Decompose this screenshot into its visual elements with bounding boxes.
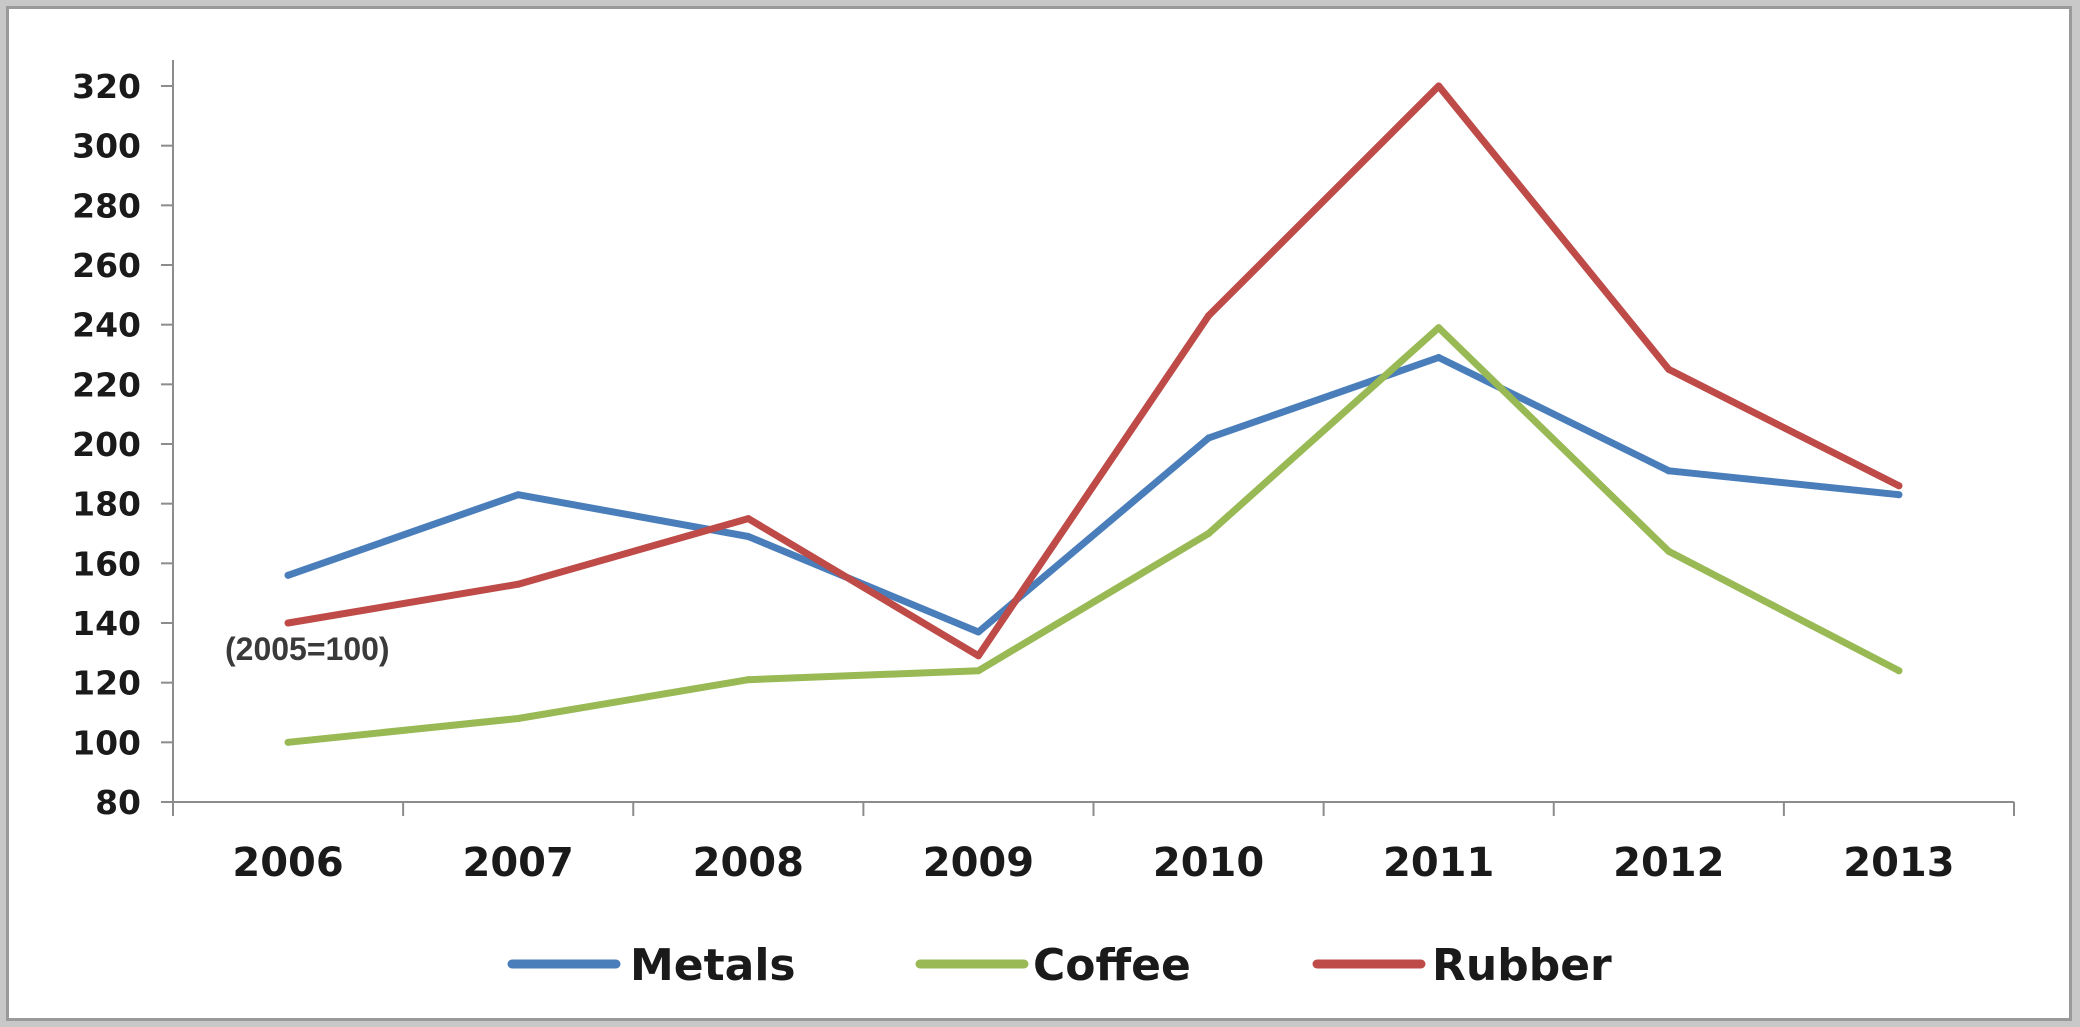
data-point-coffee [1665,547,1673,555]
y-tick-label: 160 [72,544,141,583]
x-tick-label: 2012 [1613,840,1724,886]
base-year-annotation: (2005=100) [225,631,390,667]
y-tick-label: 100 [72,723,141,762]
data-point-coffee [974,667,982,675]
legend: Metals Coffee Rubber [507,940,1612,991]
legend-label-rubber: Rubber [1432,940,1612,991]
series-line-rubber [284,82,1903,660]
data-point-coffee [744,676,752,684]
chart-frame [6,6,2072,1021]
data-point-metals [1205,434,1213,442]
data-point-rubber [974,652,982,660]
y-tick-label: 120 [72,664,141,703]
y-tick-label: 200 [72,425,141,464]
data-point-rubber [1665,365,1673,373]
data-point-rubber [1205,312,1213,320]
data-point-coffee [1435,324,1443,332]
y-tick-label: 240 [72,306,141,345]
data-point-metals [744,532,752,540]
series-lines [284,82,1903,746]
y-tick-label: 280 [72,186,141,225]
x-tick-label: 2010 [1153,840,1264,886]
data-point-metals [1895,491,1903,499]
y-tick-label: 80 [95,783,141,822]
x-tick-label: 2009 [923,840,1034,886]
data-point-metals [1435,353,1443,361]
data-point-coffee [1205,530,1213,537]
data-point-rubber [1895,482,1903,490]
axes [161,60,2015,816]
data-point-coffee [284,738,292,746]
data-point-metals [284,571,292,579]
data-point-metals [974,628,982,636]
x-tick-label: 2013 [1843,840,1954,886]
legend-label-coffee: Coffee [1033,940,1191,991]
y-tick-label: 260 [72,246,141,285]
x-tick-label: 2007 [463,840,574,886]
y-tick-label: 140 [72,604,141,643]
y-tick-label: 220 [72,365,141,404]
x-tick-label: 2006 [232,840,343,886]
data-point-rubber [284,619,292,627]
y-tick-label: 300 [72,127,141,166]
tick-labels: 80 100 120 140 160 180 200 220 240 260 280 300 320 20… [72,67,1954,886]
data-point-rubber [744,515,752,523]
data-point-rubber [514,580,522,588]
data-point-coffee [514,714,522,722]
x-tick-label: 2008 [693,840,804,886]
y-tick-label: 180 [72,485,141,524]
y-tick-label: 320 [72,67,141,106]
data-point-metals [514,491,522,499]
legend-label-metals: Metals [630,940,796,991]
x-tick-label: 2011 [1383,840,1494,886]
data-point-rubber [1435,82,1443,90]
series-line-metals [284,354,1903,636]
data-point-metals [1665,467,1673,475]
series-line-coffee [284,324,1903,746]
data-point-coffee [1895,667,1903,675]
